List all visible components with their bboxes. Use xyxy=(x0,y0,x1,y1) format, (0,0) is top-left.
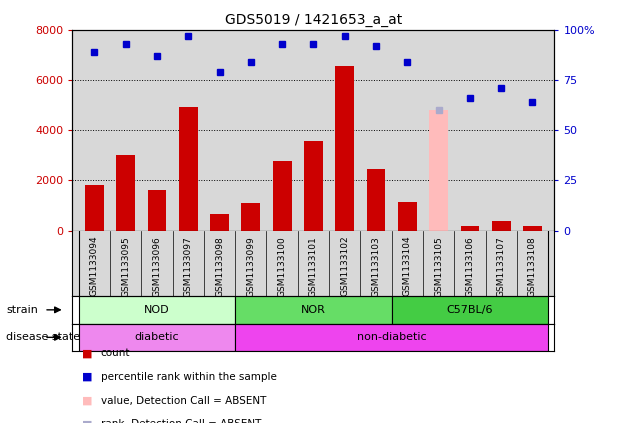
Bar xyxy=(335,66,354,231)
Text: GSM1133101: GSM1133101 xyxy=(309,236,318,297)
Bar xyxy=(235,296,392,324)
Bar xyxy=(85,185,104,231)
Bar xyxy=(79,296,235,324)
Text: C57BL/6: C57BL/6 xyxy=(447,305,493,315)
Text: GSM1133105: GSM1133105 xyxy=(434,236,443,297)
Text: ■: ■ xyxy=(82,372,93,382)
Text: ■: ■ xyxy=(82,396,93,406)
Text: percentile rank within the sample: percentile rank within the sample xyxy=(101,372,277,382)
Text: rank, Detection Call = ABSENT: rank, Detection Call = ABSENT xyxy=(101,419,261,423)
Text: GSM1133106: GSM1133106 xyxy=(466,236,474,297)
Bar xyxy=(179,107,198,231)
Text: non-diabetic: non-diabetic xyxy=(357,332,427,342)
Bar xyxy=(117,155,135,231)
Bar xyxy=(79,324,235,351)
Bar xyxy=(210,214,229,231)
Text: GSM1133097: GSM1133097 xyxy=(184,236,193,297)
Text: GSM1133098: GSM1133098 xyxy=(215,236,224,297)
Text: value, Detection Call = ABSENT: value, Detection Call = ABSENT xyxy=(101,396,266,406)
Text: GSM1133102: GSM1133102 xyxy=(340,236,349,297)
Bar xyxy=(241,203,260,231)
Text: NOD: NOD xyxy=(144,305,169,315)
Text: GSM1133100: GSM1133100 xyxy=(278,236,287,297)
Bar xyxy=(461,225,479,231)
Text: GSM1133107: GSM1133107 xyxy=(496,236,506,297)
Text: disease state: disease state xyxy=(6,332,81,342)
Bar xyxy=(367,169,386,231)
Text: ■: ■ xyxy=(82,419,93,423)
Bar xyxy=(492,221,510,231)
Text: GSM1133096: GSM1133096 xyxy=(152,236,161,297)
Bar xyxy=(398,202,416,231)
Text: GSM1133094: GSM1133094 xyxy=(90,236,99,297)
Bar xyxy=(147,190,166,231)
Bar xyxy=(392,296,548,324)
Bar xyxy=(523,225,542,231)
Bar xyxy=(235,324,548,351)
Text: ■: ■ xyxy=(82,348,93,358)
Text: GSM1133099: GSM1133099 xyxy=(246,236,255,297)
Text: GSM1133095: GSM1133095 xyxy=(121,236,130,297)
Text: count: count xyxy=(101,348,130,358)
Text: NOR: NOR xyxy=(301,305,326,315)
Bar xyxy=(273,162,292,231)
Text: strain: strain xyxy=(6,305,38,315)
Bar xyxy=(429,228,448,231)
Bar xyxy=(304,141,323,231)
Text: GSM1133108: GSM1133108 xyxy=(528,236,537,297)
Text: GSM1133104: GSM1133104 xyxy=(403,236,412,297)
Bar xyxy=(429,110,448,231)
Text: GSM1133103: GSM1133103 xyxy=(372,236,381,297)
Text: diabetic: diabetic xyxy=(135,332,180,342)
Title: GDS5019 / 1421653_a_at: GDS5019 / 1421653_a_at xyxy=(225,13,402,27)
